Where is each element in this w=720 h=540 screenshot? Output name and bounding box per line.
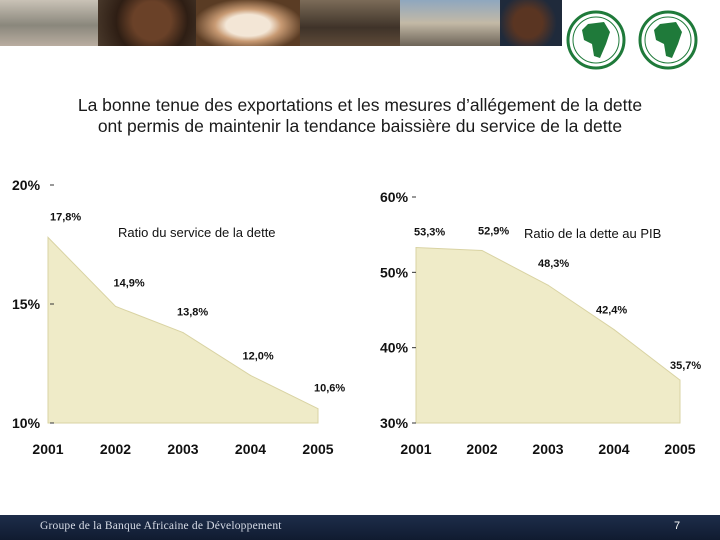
debt-service-point <box>47 236 49 238</box>
debt-gdp-point <box>613 329 615 331</box>
debt-gdp-y-tick-label: 30% <box>380 415 409 431</box>
debt-service-ratio-chart: 17,8% 14,9% 13,8% 12,0% 10,6% 10% 15% 20% 2001 20… <box>12 177 345 457</box>
debt-service-point <box>317 408 319 410</box>
debt-gdp-data-label: 35,7% <box>670 360 701 372</box>
header-banner <box>0 0 720 78</box>
debt-service-point <box>182 332 184 334</box>
debt-service-x-tick-label: 2005 <box>302 441 333 457</box>
banner-photo-shell <box>196 0 300 46</box>
banner-photo-woman <box>500 0 562 46</box>
banner-photo-building <box>0 0 98 46</box>
charts-area: 17,8% 14,9% 13,8% 12,0% 10,6% 10% 15% 20% 2001 20… <box>12 177 701 457</box>
debt-gdp-point <box>481 249 483 251</box>
debt-service-data-label: 12,0% <box>243 350 274 362</box>
debt-gdp-data-label: 42,4% <box>596 305 627 317</box>
page-number: 7 <box>674 520 681 532</box>
debt-gdp-x-tick-label: 2001 <box>400 441 431 457</box>
debt-service-x-tick-label: 2004 <box>235 441 266 457</box>
banner-photo-child <box>98 0 196 46</box>
debt-service-point <box>250 374 251 376</box>
debt-service-point <box>115 305 116 307</box>
afdb-logo <box>560 0 720 78</box>
debt-service-data-label: 10,6% <box>314 383 345 395</box>
slide-title-line-1: La bonne tenue des exportations et les m… <box>77 95 643 115</box>
debt-service-area <box>47 236 319 424</box>
debt-service-y-tick-label: 10% <box>12 415 41 431</box>
debt-gdp-y-tick-label: 50% <box>380 264 409 280</box>
debt-service-y-tick-label: 20% <box>12 177 41 193</box>
debt-gdp-x-tick-label: 2003 <box>532 441 563 457</box>
debt-gdp-y-tick-label: 60% <box>380 189 409 205</box>
debt-gdp-x-tick-label: 2005 <box>664 441 695 457</box>
debt-gdp-point <box>547 284 549 286</box>
debt-gdp-x-tick-label: 2002 <box>466 441 497 457</box>
debt-gdp-data-label: 48,3% <box>538 258 569 270</box>
slide-title: La bonne tenue des exportations et les m… <box>20 95 700 137</box>
debt-service-x-tick-label: 2002 <box>100 441 131 457</box>
banner-photo-street <box>300 0 400 46</box>
debt-gdp-point <box>679 379 681 381</box>
debt-gdp-x-tick-label: 2004 <box>598 441 629 457</box>
footer-bar: Groupe de la Banque Africaine de Dévelop… <box>0 515 720 540</box>
debt-service-data-label: 14,9% <box>114 277 145 289</box>
debt-gdp-chart-title: Ratio de la dette au PIB <box>524 226 661 241</box>
debt-gdp-data-label: 53,3% <box>414 226 445 238</box>
debt-gdp-point <box>415 246 417 248</box>
debt-service-chart-title: Ratio du service de la dette <box>118 225 276 240</box>
debt-gdp-area <box>415 246 681 424</box>
debt-service-y-tick-label: 15% <box>12 296 41 312</box>
debt-service-data-label: 17,8% <box>50 211 81 223</box>
debt-service-x-tick-label: 2001 <box>32 441 63 457</box>
debt-service-x-tick-label: 2003 <box>167 441 198 457</box>
footer-organization: Groupe de la Banque Africaine de Dévelop… <box>40 520 282 532</box>
debt-service-data-label: 13,8% <box>177 307 208 319</box>
debt-gdp-y-tick-label: 40% <box>380 340 409 356</box>
debt-to-gdp-ratio-chart: 53,3% 52,9% 48,3% 42,4% 35,7% 30% 40% 50% 60% 200… <box>380 189 701 457</box>
slide-title-line-2: ont permis de maintenir la tendance bais… <box>97 116 623 136</box>
banner-photo-industry <box>400 0 500 46</box>
debt-gdp-data-label: 52,9% <box>478 225 509 237</box>
